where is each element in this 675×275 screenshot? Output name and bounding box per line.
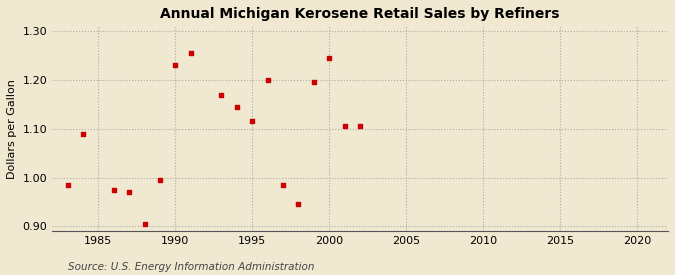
Point	[124, 190, 134, 194]
Point	[293, 202, 304, 207]
Point	[308, 80, 319, 85]
Point	[155, 178, 165, 182]
Point	[139, 222, 150, 226]
Point	[108, 188, 119, 192]
Point	[186, 51, 196, 55]
Title: Annual Michigan Kerosene Retail Sales by Refiners: Annual Michigan Kerosene Retail Sales by…	[161, 7, 560, 21]
Point	[247, 119, 258, 124]
Point	[277, 183, 288, 187]
Point	[263, 78, 273, 82]
Point	[232, 104, 242, 109]
Point	[340, 124, 350, 128]
Point	[216, 92, 227, 97]
Point	[354, 124, 365, 128]
Y-axis label: Dollars per Gallon: Dollars per Gallon	[7, 79, 17, 179]
Point	[62, 183, 73, 187]
Point	[78, 131, 88, 136]
Text: Source: U.S. Energy Information Administration: Source: U.S. Energy Information Administ…	[68, 262, 314, 272]
Point	[324, 56, 335, 60]
Point	[170, 63, 181, 67]
